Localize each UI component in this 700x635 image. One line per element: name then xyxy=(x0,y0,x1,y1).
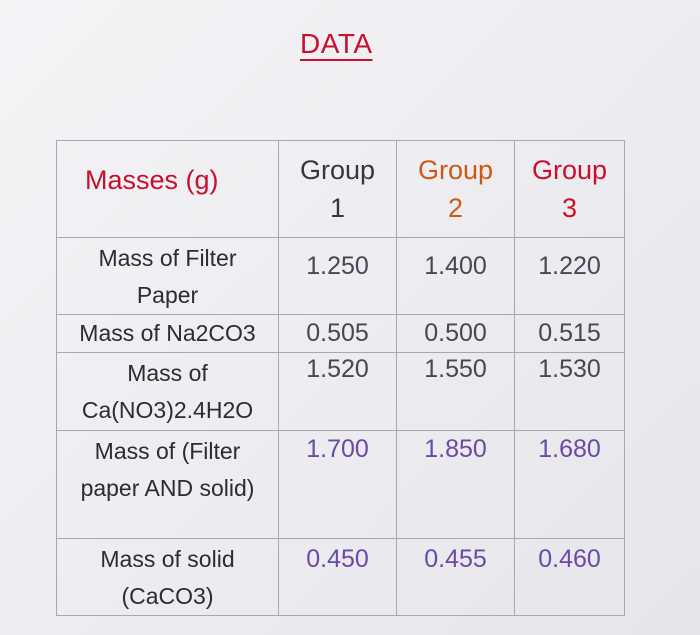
row-label-filter-and-solid: Mass of (Filter paper AND solid) xyxy=(56,430,279,539)
header-group-2: Group 2 xyxy=(396,140,515,238)
header-group-2-text: Group 2 xyxy=(417,155,494,223)
cell-g2: 1.550 xyxy=(396,352,515,431)
table-row: Mass of Na2CO3 0.505 0.500 0.515 xyxy=(56,314,625,353)
cell-g3: 1.220 xyxy=(514,237,625,315)
row-label-text: Mass of Ca(NO3)2.4H2O xyxy=(81,360,254,423)
table-row: Mass of solid (CaCO3) 0.450 0.455 0.460 xyxy=(56,538,625,616)
cell-g3: 1.530 xyxy=(514,352,625,431)
cell-g1: 0.505 xyxy=(278,314,397,353)
header-group-3: Group 3 xyxy=(514,140,625,238)
row-label-text: Mass of Filter Paper xyxy=(98,245,237,308)
table-row: Mass of (Filter paper AND solid) 1.700 1… xyxy=(56,430,625,539)
cell-g1: 1.250 xyxy=(278,237,397,315)
data-table: Masses (g) Group 1 Group 2 Group 3 Mass … xyxy=(56,140,625,616)
row-label-text: Mass of (Filter paper AND solid) xyxy=(80,438,255,501)
cell-g1: 0.450 xyxy=(278,538,397,616)
page-title: DATA xyxy=(300,28,373,59)
cell-g3: 0.515 xyxy=(514,314,625,353)
row-label-text: Mass of solid (CaCO3) xyxy=(100,546,235,609)
cell-g1: 1.520 xyxy=(278,352,397,431)
header-masses: Masses (g) xyxy=(56,140,279,238)
row-label-solid: Mass of solid (CaCO3) xyxy=(56,538,279,616)
header-group-1-text: Group 1 xyxy=(299,155,376,223)
cell-g3: 0.460 xyxy=(514,538,625,616)
header-group-3-text: Group 3 xyxy=(531,155,608,223)
cell-g3: 1.680 xyxy=(514,430,625,539)
cell-g2: 1.400 xyxy=(396,237,515,315)
cell-g2: 1.850 xyxy=(396,430,515,539)
table-row: Mass of Ca(NO3)2.4H2O 1.520 1.550 1.530 xyxy=(56,352,625,431)
cell-g2: 0.455 xyxy=(396,538,515,616)
table-row: Mass of Filter Paper 1.250 1.400 1.220 xyxy=(56,237,625,315)
row-label-text: Mass of Na2CO3 xyxy=(79,320,256,346)
table-header-row: Masses (g) Group 1 Group 2 Group 3 xyxy=(56,140,625,238)
row-label-calcium-nitrate: Mass of Ca(NO3)2.4H2O xyxy=(56,352,279,431)
row-label-filter-paper: Mass of Filter Paper xyxy=(56,237,279,315)
cell-g1: 1.700 xyxy=(278,430,397,539)
header-group-1: Group 1 xyxy=(278,140,397,238)
row-label-na2co3: Mass of Na2CO3 xyxy=(56,314,279,353)
cell-g2: 0.500 xyxy=(396,314,515,353)
